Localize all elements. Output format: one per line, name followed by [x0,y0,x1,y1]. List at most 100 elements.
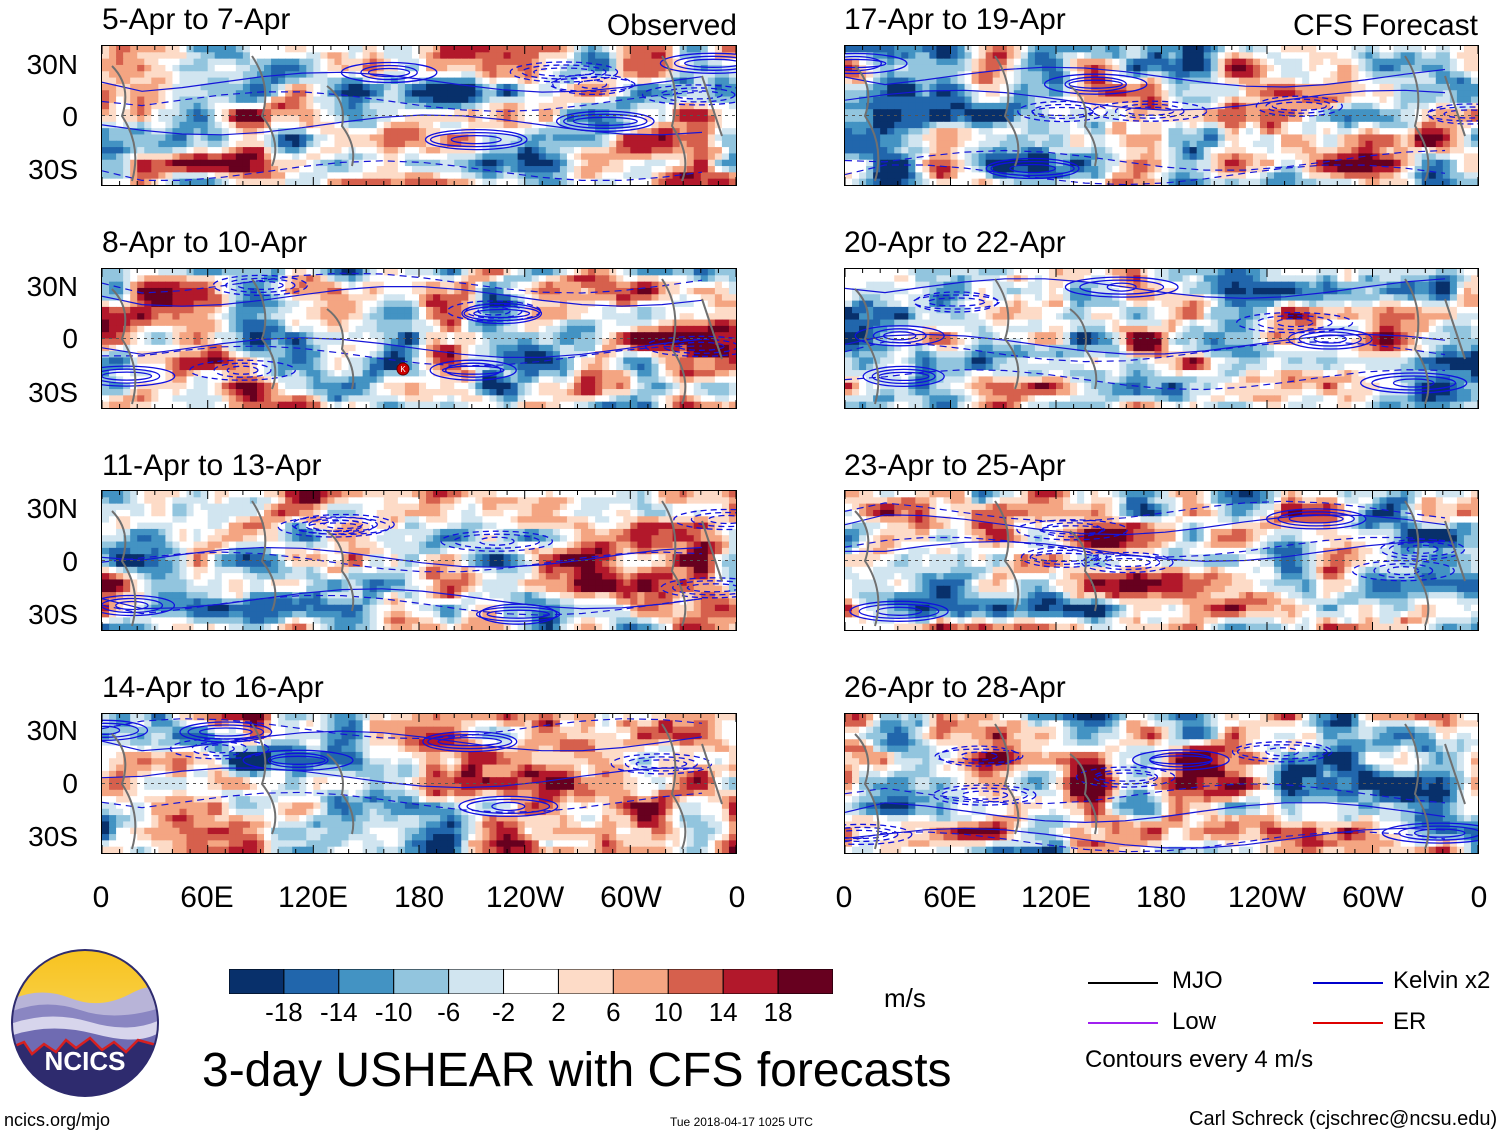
shear-cell [369,541,378,549]
shear-cell [728,172,736,180]
shear-cell [665,522,674,530]
shear-cell [468,389,476,396]
shear-cell [278,332,286,340]
shear-cell [235,121,244,129]
shear-cell [334,134,343,142]
shear-cell [362,389,371,396]
shear-cell [151,325,159,333]
shear-cell [404,357,413,365]
shear-cell [517,77,526,85]
lat-label-30n-2: 30N [26,271,78,302]
shear-cell [200,166,209,173]
shear-cell [517,96,526,104]
shear-cell [383,153,392,161]
shear-cell [693,102,702,110]
shear-cell [249,71,258,79]
shear-cell [552,269,561,276]
shear-cell [313,363,321,371]
shear-cell [468,134,476,142]
shear-cell [468,325,476,333]
shear-cell [109,102,117,110]
shear-cell [538,128,547,136]
shear-cell [679,166,688,173]
shear-cell [242,121,251,129]
shear-cell [214,153,223,161]
shear-cell [433,370,441,378]
panel-canvas-1 [102,46,736,185]
shear-cell [637,535,646,543]
shear-cell [475,401,483,408]
shear-cell [693,52,702,60]
shear-cell [630,541,638,549]
shear-cell [390,269,399,276]
shear-cell [517,401,526,408]
shear-cell [362,306,371,314]
shear-cell [419,382,427,390]
shear-cell [186,351,195,359]
shear-cell [686,83,695,91]
shear-cell [214,281,223,289]
shear-cell [123,395,131,403]
shear-cell [341,77,350,85]
shear-cell [200,121,209,129]
shear-cell [158,153,166,161]
shear-cell [102,319,110,327]
shear-cell [475,140,483,148]
shear-cell [440,382,448,390]
shear-cell [665,344,674,352]
shear-cell [109,351,117,359]
shear-cell [320,395,329,403]
shear-cell [426,83,434,91]
shear-cell [348,166,357,173]
shear-cell [158,71,166,79]
shear-cell [440,503,448,511]
shear-cell [355,338,364,346]
shear-cell [609,140,617,148]
shear-cell [721,522,730,530]
shear-cell [538,395,547,403]
shear-cell [271,77,279,85]
shear-cell [566,147,575,155]
shear-cell [355,376,364,384]
shear-cell [581,344,589,352]
shear-cell [341,281,350,289]
shear-cell [651,58,660,66]
shear-cell [130,287,138,295]
shear-cell [256,363,265,371]
shear-cell [228,395,237,403]
shear-cell [700,332,709,340]
shear-cell [249,64,258,72]
shear-cell [264,528,272,536]
shear-cell [538,115,547,123]
shear-cell [158,90,166,98]
shear-cell [721,102,730,110]
shear-cell [271,395,279,403]
shear-cell [616,338,624,346]
shear-cell [616,64,624,72]
shear-cell [644,332,653,340]
shear-cell [186,376,195,384]
shear-cell [468,535,476,543]
shear-cell [278,491,286,498]
shear-cell [355,370,364,378]
shear-cell [419,370,427,378]
shear-cell [433,376,441,384]
shear-cell [440,300,448,308]
shear-cell [137,128,145,136]
shear-cell [306,363,314,371]
shear-cell [278,522,286,530]
shear-cell [609,313,617,321]
shear-cell [383,109,392,117]
shear-cell [130,516,138,524]
shear-cell [228,344,237,352]
shear-cell [454,58,462,66]
shear-cell [693,503,702,511]
shear-cell [651,522,660,530]
shear-cell [588,109,596,117]
shear-cell [728,503,736,511]
shear-cell [581,503,589,511]
shear-cell [355,166,364,173]
shear-cell [313,376,321,384]
shear-cell [566,516,575,524]
shear-cell [538,58,547,66]
